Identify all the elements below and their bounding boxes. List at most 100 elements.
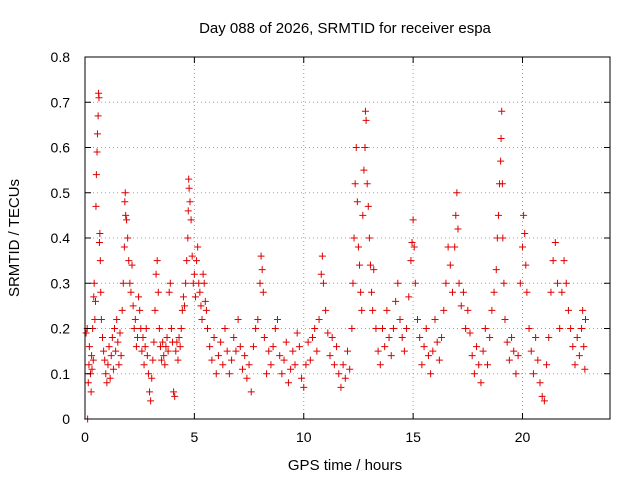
data-point — [174, 356, 182, 364]
data-point — [186, 198, 194, 206]
data-point — [245, 361, 253, 369]
data-point — [125, 257, 133, 265]
data-point — [217, 338, 225, 346]
data-point — [300, 383, 308, 391]
data-point — [516, 279, 524, 287]
data-point — [258, 266, 266, 274]
data-point — [560, 257, 568, 265]
data-point — [398, 334, 406, 342]
data-point — [183, 257, 191, 265]
data-point — [159, 338, 167, 346]
data-point — [352, 144, 360, 151]
data-point — [108, 334, 116, 342]
data-point — [121, 198, 129, 206]
data-point — [239, 365, 246, 373]
data-point — [484, 361, 491, 369]
data-point — [424, 352, 432, 360]
data-point — [567, 325, 575, 332]
data-point — [155, 325, 163, 332]
x-tick-labels: 0 5 10 15 20 — [81, 429, 530, 445]
data-point — [383, 306, 391, 314]
data-point — [551, 239, 559, 247]
data-point — [190, 270, 198, 278]
data-point — [198, 315, 206, 323]
data-point — [442, 279, 450, 287]
y-tick-label: 0.4 — [51, 230, 71, 246]
data-point — [549, 257, 557, 265]
data-point — [446, 261, 454, 269]
data-point — [185, 184, 193, 192]
data-point — [88, 352, 96, 360]
x-tick-label: 20 — [515, 429, 531, 445]
data-point — [459, 288, 467, 296]
data-point — [454, 225, 462, 233]
data-point — [280, 356, 288, 364]
data-point — [387, 352, 395, 360]
data-point — [418, 361, 426, 369]
data-point — [228, 356, 236, 364]
data-point — [392, 297, 400, 305]
data-point — [514, 352, 522, 360]
data-point — [200, 279, 208, 287]
data-point — [554, 279, 561, 287]
data-point — [166, 279, 174, 287]
data-point — [165, 288, 173, 296]
data-point — [405, 293, 413, 301]
data-point — [452, 211, 460, 219]
data-point — [339, 361, 347, 369]
data-point — [408, 239, 416, 247]
data-point — [221, 325, 229, 332]
data-point — [152, 270, 160, 278]
data-point — [247, 388, 255, 396]
data-point — [104, 361, 112, 369]
data-point — [455, 279, 463, 287]
data-point — [291, 361, 299, 369]
data-point — [284, 379, 292, 387]
data-point — [87, 388, 95, 396]
data-point — [350, 234, 358, 242]
data-point — [562, 279, 570, 287]
data-point — [309, 334, 316, 342]
data-point — [497, 134, 505, 142]
data-point — [167, 325, 175, 332]
data-point — [335, 370, 343, 378]
data-point — [427, 370, 435, 378]
data-point — [411, 279, 419, 287]
data-point — [363, 180, 371, 188]
data-point — [185, 175, 193, 183]
data-point — [90, 293, 98, 301]
data-point — [93, 148, 101, 156]
y-tick-label: 0.8 — [51, 49, 71, 65]
y-tick-labels: 0 0.1 0.2 0.3 0.4 0.5 0.6 0.7 0.8 — [51, 49, 71, 427]
data-point — [304, 338, 312, 346]
data-point — [265, 347, 273, 355]
data-point — [322, 306, 330, 314]
data-point — [372, 325, 380, 332]
data-point — [184, 207, 192, 215]
data-point — [362, 116, 370, 124]
data-point — [389, 325, 397, 332]
data-point — [202, 306, 210, 314]
data-point — [142, 325, 150, 332]
data-point — [260, 334, 268, 342]
data-point — [366, 261, 374, 269]
data-point — [234, 315, 242, 323]
data-point — [575, 352, 583, 360]
data-point — [138, 347, 146, 355]
data-point — [330, 361, 338, 369]
data-point — [196, 288, 204, 296]
data-point — [315, 315, 323, 323]
data-point — [97, 315, 105, 323]
data-point — [243, 374, 251, 382]
data-point — [154, 288, 162, 296]
data-point — [135, 293, 143, 301]
data-point — [351, 180, 359, 188]
data-point — [187, 216, 195, 224]
data-point — [89, 356, 97, 364]
data-point — [201, 297, 209, 305]
data-point — [249, 343, 257, 351]
data-point — [403, 325, 411, 332]
data-point — [510, 347, 518, 355]
grid-lines — [85, 57, 610, 419]
data-point — [379, 325, 386, 332]
